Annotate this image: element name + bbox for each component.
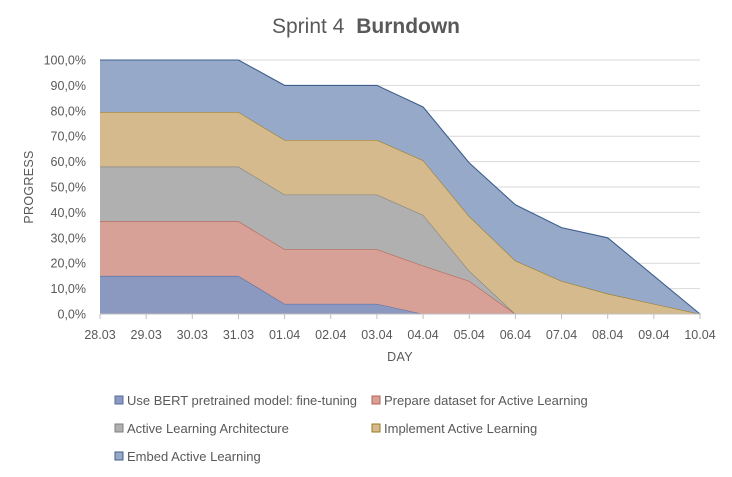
legend-swatch — [114, 423, 124, 433]
x-tick-label: 09.04 — [638, 328, 669, 342]
x-tick-label: 06.04 — [500, 328, 531, 342]
legend-swatch — [114, 395, 124, 405]
legend-label: Prepare dataset for Active Learning — [384, 393, 588, 408]
area-implement-active-learning — [100, 112, 700, 314]
x-tick-label: 03.04 — [361, 328, 392, 342]
legend-label: Implement Active Learning — [384, 421, 537, 436]
legend-label: Embed Active Learning — [127, 449, 261, 464]
legend-swatch — [114, 451, 124, 461]
axes: 0,0% 10,0% 20,0% 30,0% 40,0% 50,0% 60,0% 70,0% 8… — [44, 54, 716, 343]
area-embed-active-learning — [100, 60, 700, 314]
chart-title-normal: Sprint 4 — [272, 15, 345, 38]
x-tick-label: 07.04 — [546, 328, 577, 342]
x-tick-label: 05.04 — [454, 328, 485, 342]
y-tick-label: 50,0% — [51, 181, 86, 195]
area-active-learning-architecture — [100, 166, 700, 314]
y-tick-label: 40,0% — [51, 206, 86, 220]
legend-label: Use BERT pretrained model: fine-tuning — [127, 393, 357, 408]
x-tick-label: 08.04 — [592, 328, 623, 342]
y-tick-label: 80,0% — [51, 104, 86, 118]
y-tick-label: 20,0% — [51, 257, 86, 271]
x-tick-label: 30.03 — [177, 328, 208, 342]
legend-label: Active Learning Architecture — [127, 421, 289, 436]
area-prepare-dataset-for-active-learning — [100, 221, 700, 314]
x-tick-label: 02.04 — [315, 328, 346, 342]
y-tick-label: 60,0% — [51, 155, 86, 169]
x-tick-label: 10.04 — [684, 328, 715, 342]
y-axis-title: PROGRESS — [22, 150, 36, 223]
y-tick-label: 100,0% — [44, 54, 86, 68]
area-edge-embed-active-learning — [100, 59, 701, 315]
y-tick-label: 0,0% — [58, 308, 87, 322]
x-tick-label: 28.03 — [84, 328, 115, 342]
y-tick-label: 30,0% — [51, 231, 86, 245]
y-tick-label: 70,0% — [51, 130, 86, 144]
x-axis-title: DAY — [387, 350, 413, 364]
x-tick-label: 01.04 — [269, 328, 300, 342]
area-use-bert-pretrained-model-fine-tuning — [100, 275, 700, 314]
legend-swatch — [371, 395, 381, 405]
chart-title-bold: Burndown — [356, 15, 460, 38]
x-tick-label: 04.04 — [407, 328, 438, 342]
legend: Use BERT pretrained model: fine-tuning Pr… — [114, 393, 588, 464]
y-tick-label: 90,0% — [51, 79, 86, 93]
y-tick-label: 10,0% — [51, 282, 86, 296]
chart-title: Sprint 4 Burndown — [272, 15, 460, 38]
x-tick-label: 29.03 — [131, 328, 162, 342]
legend-swatch — [371, 423, 381, 433]
x-tick-label: 31.03 — [223, 328, 254, 342]
